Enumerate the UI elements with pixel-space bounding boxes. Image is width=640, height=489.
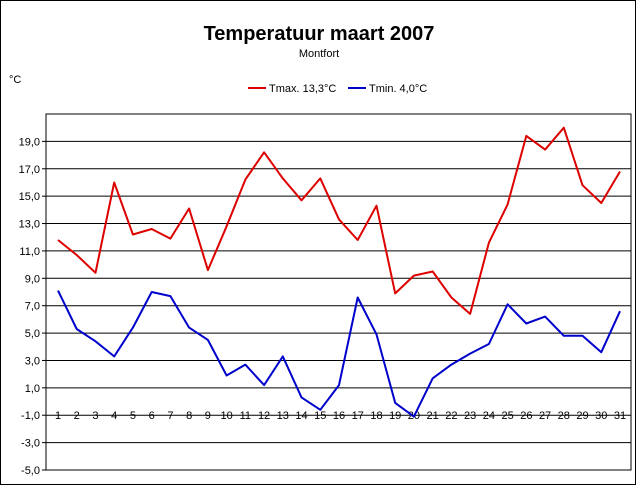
gridlines bbox=[46, 140, 631, 444]
x-tick-label: 26 bbox=[520, 410, 532, 422]
y-axis-unit-label: °C bbox=[9, 74, 21, 86]
x-tick-label: 30 bbox=[595, 410, 607, 422]
x-tick-label: 4 bbox=[111, 410, 117, 422]
y-tick-label: 9,0 bbox=[25, 273, 40, 285]
x-tick-label: 3 bbox=[92, 410, 98, 422]
x-tick-label: 7 bbox=[167, 410, 173, 422]
y-tick-label: 19,0 bbox=[19, 136, 40, 148]
y-tick-label: 1,0 bbox=[25, 383, 40, 395]
x-tick-label: 12 bbox=[258, 410, 270, 422]
y-tick-label: 13,0 bbox=[19, 219, 40, 231]
x-tick-label: 11 bbox=[240, 410, 251, 422]
x-tick-label: 2 bbox=[74, 410, 80, 422]
x-tick-label: 13 bbox=[277, 410, 289, 422]
x-tick-label: 6 bbox=[149, 410, 155, 422]
x-tick-label: 24 bbox=[483, 410, 495, 422]
y-tick-label: 11,0 bbox=[19, 246, 40, 258]
y-tick-label: -3,0 bbox=[21, 438, 40, 450]
x-tick-label: 21 bbox=[427, 410, 439, 422]
x-tick-label: 19 bbox=[389, 410, 401, 422]
plot-area bbox=[45, 113, 632, 471]
x-tick-label: 31 bbox=[614, 410, 626, 422]
legend-label-tmin: Tmin. 4,0°C bbox=[369, 83, 427, 95]
x-tick-label: 1 bbox=[55, 410, 61, 422]
x-tick-label: 14 bbox=[295, 410, 307, 422]
x-tick-label: 15 bbox=[314, 410, 326, 422]
x-tick-label: 25 bbox=[501, 410, 513, 422]
x-tick-label: 18 bbox=[370, 410, 382, 422]
legend: Tmax. 13,3°C Tmin. 4,0°C bbox=[248, 83, 427, 95]
x-tick-label: 22 bbox=[445, 410, 457, 422]
y-tick-label: 7,0 bbox=[25, 301, 40, 313]
series-line-tmax bbox=[57, 126, 621, 315]
x-tick-label: 29 bbox=[576, 410, 588, 422]
y-tick-label: 17,0 bbox=[19, 164, 40, 176]
x-tick-label: 23 bbox=[464, 410, 476, 422]
series-line-tmin bbox=[57, 290, 621, 418]
chart-title: Temperatuur maart 2007 bbox=[204, 23, 435, 45]
series-layer bbox=[57, 126, 621, 418]
y-tick-label: 5,0 bbox=[25, 328, 40, 340]
y-tick-label: 3,0 bbox=[25, 355, 40, 367]
x-tick-label: 28 bbox=[558, 410, 570, 422]
y-tick-label: 15,0 bbox=[19, 191, 40, 203]
x-axis-ticks: 1 2 3 4 5 6 7 8 9 10 11 12 13 14 15 16 17 18 19 20 21 22 23 24 2… bbox=[55, 410, 626, 422]
x-tick-label: 9 bbox=[205, 410, 211, 422]
x-tick-label: 8 bbox=[186, 410, 192, 422]
y-axis-ticks: 19,0 17,0 15,0 13,0 11,0 9,0 7,0 5,0 3,0 1,0 -1,0 -… bbox=[19, 136, 46, 477]
legend-label-tmax: Tmax. 13,3°C bbox=[269, 83, 336, 95]
x-tick-label: 5 bbox=[130, 410, 136, 422]
x-tick-label: 16 bbox=[333, 410, 345, 422]
x-tick-label: 10 bbox=[220, 410, 232, 422]
y-tick-label: -5,0 bbox=[21, 465, 40, 477]
x-tick-label: 17 bbox=[352, 410, 364, 422]
chart-subtitle: Montfort bbox=[299, 48, 339, 60]
x-tick-label: 27 bbox=[539, 410, 551, 422]
y-tick-label: -1,0 bbox=[21, 410, 40, 422]
